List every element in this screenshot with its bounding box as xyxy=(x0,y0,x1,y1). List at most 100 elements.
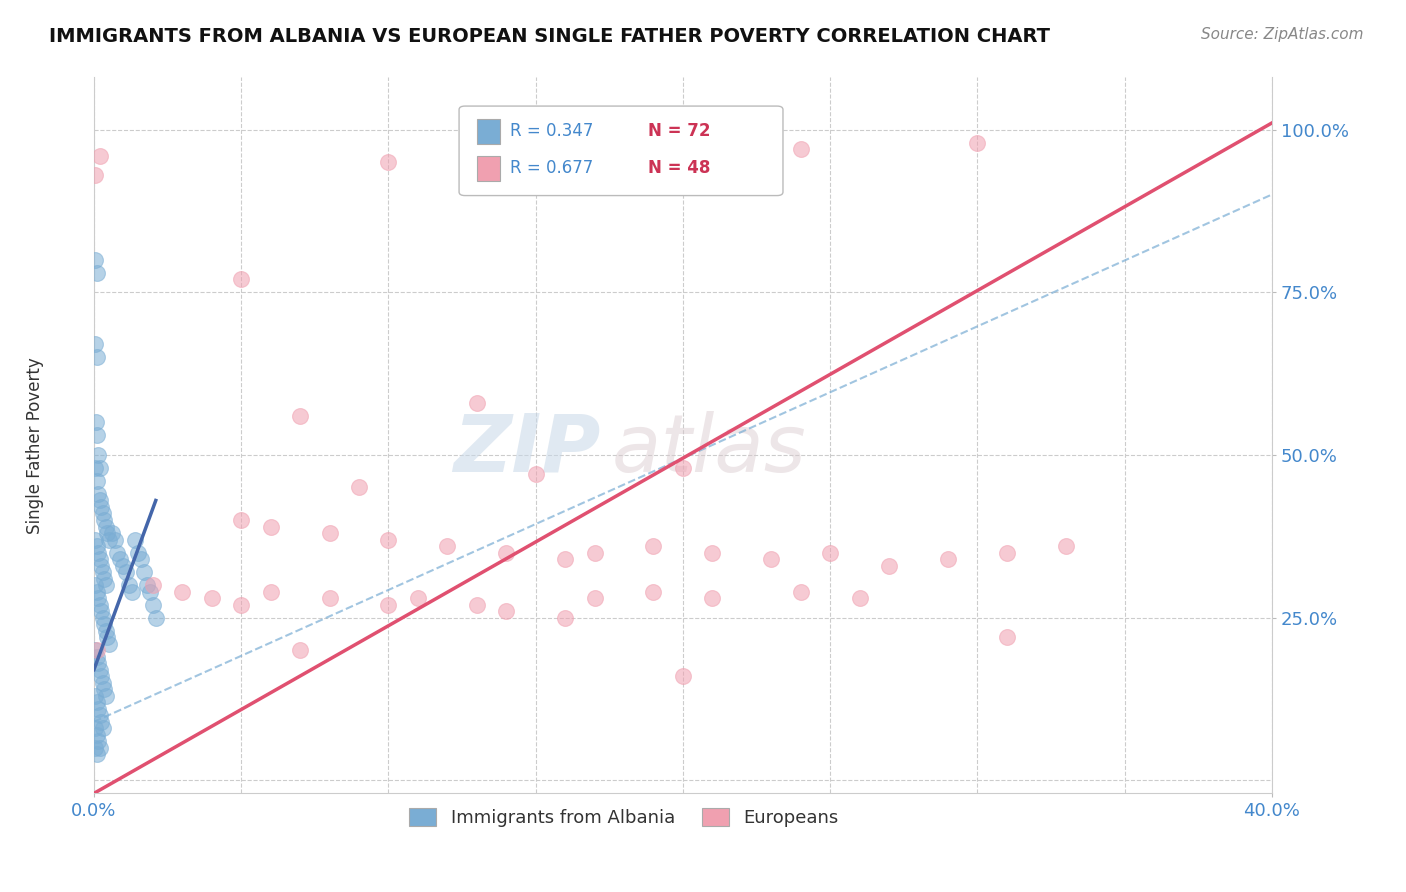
Point xyxy=(848,591,870,606)
Point xyxy=(84,168,107,182)
Point xyxy=(201,591,224,606)
Legend: Immigrants from Albania, Europeans: Immigrants from Albania, Europeans xyxy=(402,801,846,834)
Point xyxy=(761,552,783,566)
Point xyxy=(142,598,165,612)
Point xyxy=(554,552,576,566)
Point xyxy=(89,598,111,612)
FancyBboxPatch shape xyxy=(460,106,783,195)
Point xyxy=(93,682,115,697)
Point xyxy=(84,740,107,755)
Point xyxy=(86,428,108,442)
Point xyxy=(103,533,125,547)
Text: Source: ZipAtlas.com: Source: ZipAtlas.com xyxy=(1201,27,1364,42)
Point xyxy=(465,396,488,410)
Point xyxy=(995,630,1018,644)
Point xyxy=(91,565,114,579)
Point xyxy=(583,591,606,606)
Point xyxy=(94,578,117,592)
Point xyxy=(110,552,132,566)
Point xyxy=(84,721,107,735)
Point xyxy=(129,552,152,566)
Point xyxy=(136,578,159,592)
Point xyxy=(100,526,122,541)
Point xyxy=(121,584,143,599)
Point xyxy=(94,519,117,533)
Point xyxy=(86,747,108,762)
Point xyxy=(107,545,129,559)
Point xyxy=(231,272,253,286)
Text: R = 0.347: R = 0.347 xyxy=(510,122,593,140)
Point xyxy=(318,526,340,541)
Point xyxy=(127,545,149,559)
Text: R = 0.677: R = 0.677 xyxy=(510,160,593,178)
Point xyxy=(89,708,111,723)
Point xyxy=(91,507,114,521)
Text: ZIP: ZIP xyxy=(453,410,600,489)
Point xyxy=(90,669,112,683)
Bar xyxy=(477,119,501,144)
Point xyxy=(97,637,120,651)
Point xyxy=(90,558,112,573)
Point xyxy=(495,148,517,162)
Point xyxy=(495,604,517,618)
Text: Single Father Poverty: Single Father Poverty xyxy=(27,358,44,534)
Point xyxy=(94,624,117,638)
Point xyxy=(94,689,117,703)
Point xyxy=(86,695,108,709)
Point xyxy=(406,591,429,606)
Point xyxy=(86,649,108,664)
Point xyxy=(231,598,253,612)
Point xyxy=(96,630,118,644)
Point xyxy=(465,598,488,612)
Point xyxy=(132,565,155,579)
Point xyxy=(86,539,108,553)
Point xyxy=(84,337,107,351)
Point xyxy=(115,565,138,579)
Point xyxy=(87,702,110,716)
Point xyxy=(1054,539,1077,553)
Point xyxy=(87,545,110,559)
Point xyxy=(139,584,162,599)
Point xyxy=(84,252,107,267)
Point xyxy=(643,584,665,599)
Point xyxy=(86,474,108,488)
Point xyxy=(93,572,115,586)
Point xyxy=(89,493,111,508)
Point xyxy=(90,604,112,618)
Point xyxy=(84,461,107,475)
Point xyxy=(672,669,695,683)
Point xyxy=(86,266,108,280)
Point xyxy=(86,351,108,365)
Point xyxy=(347,480,370,494)
Point xyxy=(124,533,146,547)
Point xyxy=(554,610,576,624)
Point xyxy=(89,663,111,677)
Point xyxy=(702,591,724,606)
Point xyxy=(524,467,547,482)
Bar xyxy=(477,156,501,181)
Point xyxy=(84,689,107,703)
Point xyxy=(259,584,281,599)
Text: N = 72: N = 72 xyxy=(648,122,710,140)
Point xyxy=(702,545,724,559)
Point xyxy=(118,578,141,592)
Point xyxy=(91,721,114,735)
Point xyxy=(995,545,1018,559)
Point xyxy=(91,610,114,624)
Point xyxy=(112,558,135,573)
Point xyxy=(91,675,114,690)
Point xyxy=(495,545,517,559)
Text: atlas: atlas xyxy=(612,410,807,489)
Point xyxy=(377,155,399,169)
Point xyxy=(231,513,253,527)
Point xyxy=(172,584,194,599)
Point xyxy=(93,617,115,632)
Point xyxy=(93,513,115,527)
Point xyxy=(97,533,120,547)
Point xyxy=(377,598,399,612)
Point xyxy=(87,734,110,748)
Point xyxy=(84,643,107,657)
Point xyxy=(789,584,811,599)
Point xyxy=(259,519,281,533)
Point xyxy=(288,643,311,657)
